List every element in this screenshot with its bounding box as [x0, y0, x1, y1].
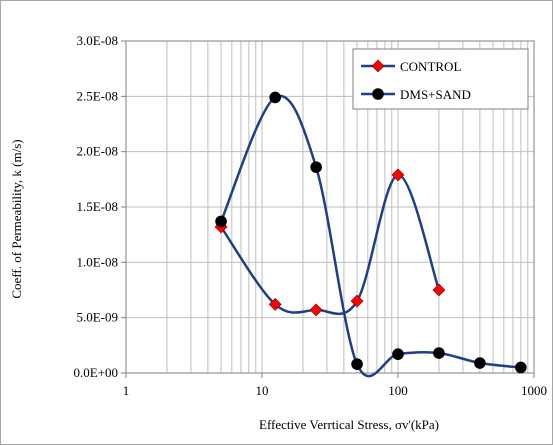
x-axis-title: Effective Verrtical Stress, σv'(kPa): [259, 417, 439, 432]
x-tick-label: 10: [256, 383, 269, 398]
y-tick-label: 3.0E-08: [76, 33, 118, 48]
y-tick-label: 5.0E-09: [76, 310, 118, 325]
data-point: [433, 347, 445, 359]
data-point: [350, 294, 364, 308]
series-line-dms-sand: [219, 94, 521, 378]
x-tick-label: 1000: [521, 383, 547, 398]
series-layer: [214, 91, 527, 378]
y-axis-title: Coeff. of Permeability, k (m/s): [9, 139, 24, 298]
data-point: [515, 361, 527, 374]
data-point: [392, 348, 404, 360]
y-tick-label: 2.5E-08: [76, 88, 118, 103]
legend: CONTROL DMS+SAND: [352, 48, 529, 110]
x-tick-label: 1: [123, 383, 130, 398]
data-point: [269, 91, 281, 104]
data-point: [391, 168, 405, 182]
y-tick-label: 1.0E-08: [76, 254, 118, 269]
grid-layer: [126, 40, 534, 374]
data-point: [215, 215, 227, 228]
data-point: [310, 161, 322, 173]
legend-label: CONTROL: [400, 59, 461, 74]
axis-layer: 0.0E+00 5.0E-09 1.0E-08 1.5E-08 2.0E-08 2.5E-…: [73, 33, 547, 398]
y-tick-label: 0.0E+00: [73, 365, 118, 380]
series-line-control: [220, 173, 441, 315]
data-point: [432, 283, 446, 297]
data-point: [351, 358, 363, 370]
legend-label: DMS+SAND: [400, 87, 471, 102]
data-point: [474, 357, 486, 369]
legend-box: [352, 48, 529, 110]
legend-marker: [371, 59, 385, 73]
data-point: [268, 297, 282, 311]
data-point: [309, 303, 323, 317]
y-tick-label: 1.5E-08: [76, 199, 118, 214]
legend-marker: [372, 88, 384, 100]
x-tick-label: 100: [388, 383, 408, 398]
y-tick-label: 2.0E-08: [76, 144, 118, 159]
